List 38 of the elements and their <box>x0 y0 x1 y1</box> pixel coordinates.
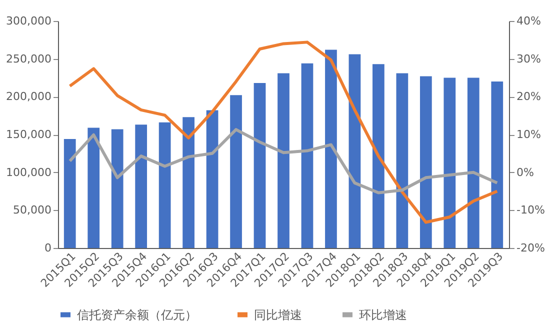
y2-tick-label: 20% <box>516 90 541 104</box>
bar <box>444 78 456 248</box>
y2-tick-label: -10% <box>516 204 545 217</box>
bar <box>135 124 148 248</box>
legend-label: 同比增速 <box>254 308 302 322</box>
bar <box>230 95 242 248</box>
y-tick-label: 0 <box>44 242 52 254</box>
bar <box>254 83 266 248</box>
bar <box>182 117 194 248</box>
y-tick-label: 150,000 <box>6 128 52 141</box>
y2-tick-label: 0% <box>516 166 534 179</box>
legend-label: 环比增速 <box>359 308 407 322</box>
y-tick-label: 250,000 <box>6 52 52 66</box>
bar <box>206 110 218 248</box>
bar <box>301 63 314 248</box>
bar <box>325 50 337 248</box>
bar <box>467 78 480 248</box>
line-series <box>68 40 499 224</box>
y-tick-label: 300,000 <box>6 14 52 28</box>
bar <box>396 73 408 248</box>
y2-tick-label: 10% <box>516 128 541 141</box>
bar <box>372 64 384 248</box>
bar <box>348 54 361 248</box>
bar <box>420 76 432 248</box>
bar <box>111 129 124 248</box>
legend-label: 信托资产余额（亿元） <box>77 308 197 322</box>
bar <box>64 139 76 248</box>
y2-tick-label: 40% <box>516 14 541 28</box>
y-tick-label: 100,000 <box>6 166 52 179</box>
y-tick-label: 50,000 <box>13 204 52 217</box>
bar <box>158 122 171 248</box>
y2-tick-label: -20% <box>516 242 545 254</box>
y-tick-label: 200,000 <box>6 90 52 104</box>
line-series <box>68 128 499 194</box>
bar <box>491 82 504 248</box>
bar <box>278 73 290 248</box>
y2-tick-label: 30% <box>516 52 541 66</box>
bar <box>88 128 100 248</box>
